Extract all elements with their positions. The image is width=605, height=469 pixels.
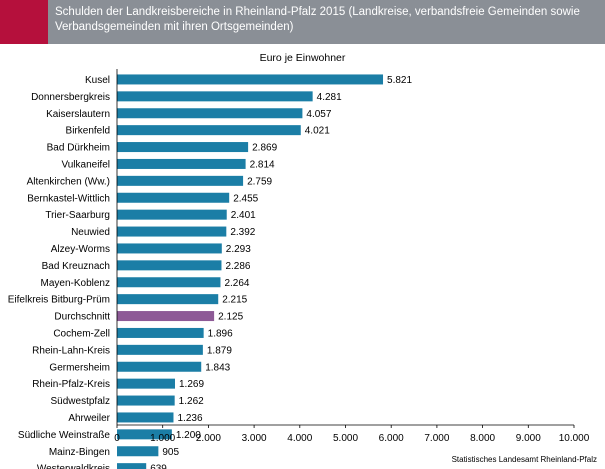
- value-label: 1.896: [208, 328, 233, 339]
- category-label: Südwestpfalz: [51, 396, 110, 407]
- category-label: Bad Dürkheim: [47, 143, 110, 154]
- header-bar: Schulden der Landkreisbereiche in Rheinl…: [0, 0, 605, 44]
- value-label: 2.814: [250, 159, 275, 170]
- value-label: 5.821: [387, 75, 412, 86]
- bar: [117, 429, 172, 440]
- x-tick-label: 10.000: [559, 433, 590, 444]
- value-label: 1.236: [177, 413, 202, 424]
- header-accent: [0, 0, 48, 44]
- x-tick-label: 4.000: [287, 433, 312, 444]
- x-tick-label: 8.000: [470, 433, 495, 444]
- bar: [117, 243, 222, 254]
- bar-average: [117, 311, 215, 322]
- bar: [117, 327, 204, 338]
- bar: [117, 463, 147, 469]
- bar: [117, 142, 249, 153]
- value-label: 2.125: [218, 312, 243, 323]
- value-label: 2.401: [231, 210, 256, 221]
- bar: [117, 277, 221, 288]
- category-label: Mainz-Bingen: [49, 447, 110, 458]
- x-tick-label: 6.000: [379, 433, 404, 444]
- category-label: Ahrweiler: [68, 413, 110, 424]
- value-label: 4.057: [306, 109, 331, 120]
- bar: [117, 192, 230, 203]
- x-tick-label: 1.000: [150, 433, 175, 444]
- bar: [117, 158, 246, 169]
- x-tick-label: 3.000: [242, 433, 267, 444]
- value-label: 2.392: [230, 227, 255, 238]
- value-label: 2.869: [252, 143, 277, 154]
- category-label: Kaiserslautern: [46, 109, 110, 120]
- category-label: Germersheim: [49, 362, 110, 373]
- bar: [117, 260, 222, 271]
- category-label: Alzey-Worms: [51, 244, 110, 255]
- value-label: 1.843: [205, 362, 230, 373]
- x-tick-label: 0: [114, 433, 120, 444]
- x-tick-label: 7.000: [424, 433, 449, 444]
- value-label: 2.455: [233, 193, 258, 204]
- x-tick-label: 5.000: [333, 433, 358, 444]
- category-label: Neuwied: [71, 227, 110, 238]
- bar: [117, 108, 303, 119]
- category-label: Rhein-Lahn-Kreis: [32, 345, 110, 356]
- category-label: Mayen-Koblenz: [41, 278, 110, 289]
- value-label: 4.021: [305, 126, 330, 137]
- category-label: Vulkaneifel: [61, 159, 110, 170]
- value-label: 4.281: [317, 92, 342, 103]
- value-label: 1.200: [176, 430, 201, 441]
- value-label: 2.759: [247, 176, 272, 187]
- bar: [117, 226, 227, 237]
- category-label: Eifelkreis Bitburg-Prüm: [8, 295, 110, 306]
- category-label: Durchschnitt: [54, 312, 110, 323]
- source-note: Statistisches Landesamt Rheinland-Pfalz: [451, 455, 597, 464]
- x-axis: 0 1.000 2.000 3.000 4.000 5.000 6.000 7.000 8.00…: [114, 69, 590, 444]
- x-tick-label: 9.000: [516, 433, 541, 444]
- category-label: Trier-Saarburg: [45, 210, 110, 221]
- value-label: 2.215: [222, 295, 247, 306]
- bar: [117, 125, 301, 136]
- x-tick-label: 2.000: [196, 433, 221, 444]
- bar: [117, 209, 227, 220]
- category-label: Birkenfeld: [66, 126, 110, 137]
- bar: [117, 74, 384, 85]
- category-label: Südliche Weinstraße: [18, 430, 111, 441]
- category-label: Rhein-Pfalz-Kreis: [32, 379, 110, 390]
- bars-group: Kusel 5.821 Donnersbergkreis 4.281 Kaisersla…: [8, 74, 412, 469]
- bar: [117, 175, 244, 186]
- bar: [117, 378, 175, 389]
- value-label: 1.879: [207, 345, 232, 356]
- category-label: Donnersbergkreis: [31, 92, 110, 103]
- value-label: 1.262: [179, 396, 204, 407]
- bar: [117, 294, 219, 305]
- bar: [117, 446, 159, 457]
- category-label: Westerwaldkreis: [37, 464, 110, 469]
- bar: [117, 91, 313, 102]
- bar: [117, 361, 202, 372]
- value-label: 1.269: [179, 379, 204, 390]
- chart-title: Schulden der Landkreisbereiche in Rheinl…: [55, 6, 580, 33]
- category-label: Kusel: [85, 75, 110, 86]
- bar: [117, 395, 175, 406]
- value-label: 2.286: [225, 261, 250, 272]
- value-label: 2.293: [226, 244, 251, 255]
- value-label: 905: [162, 447, 179, 458]
- category-label: Cochem-Zell: [53, 328, 110, 339]
- bar: [117, 344, 203, 355]
- category-label: Bernkastel-Wittlich: [27, 193, 110, 204]
- bar: [117, 412, 174, 423]
- value-label: 2.264: [224, 278, 249, 289]
- chart-subtitle: Euro je Einwohner: [259, 52, 346, 64]
- category-label: Altenkirchen (Ww.): [27, 176, 110, 187]
- value-label: 639: [150, 464, 167, 469]
- category-label: Bad Kreuznach: [42, 261, 110, 272]
